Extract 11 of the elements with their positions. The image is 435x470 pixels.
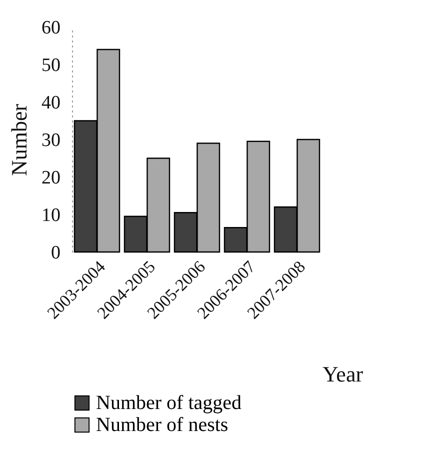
x-axis-title: Year [322, 362, 364, 386]
y-tick-label: 50 [42, 55, 60, 76]
y-axis-title: Number [6, 103, 32, 176]
legend-label: Number of nests [96, 414, 228, 436]
y-tick-label: 40 [42, 92, 60, 114]
y-tick-label: 10 [42, 205, 60, 226]
y-tick-label: 30 [42, 130, 60, 151]
y-tick-label: 0 [51, 242, 60, 264]
legend-label: Number of tagged [96, 392, 242, 414]
y-tick-label: 20 [42, 168, 60, 188]
y-tick-label: 60 [42, 18, 60, 38]
